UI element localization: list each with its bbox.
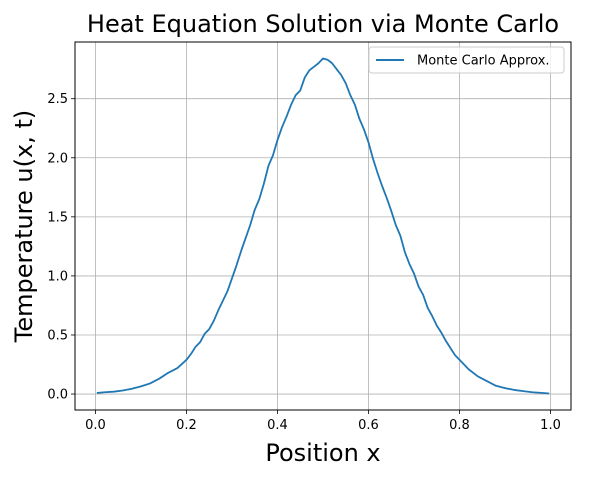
x-axis-label: Position x xyxy=(265,439,380,467)
y-axis-ticks: 0.0 0.5 1.0 1.5 2.0 2.5 xyxy=(47,92,75,403)
series-line xyxy=(96,57,550,395)
y-tick-label: 2.5 xyxy=(47,92,68,107)
plot-frame xyxy=(74,41,572,411)
x-axis-ticks: 0.0 0.2 0.4 0.6 0.8 1.0 xyxy=(85,410,561,433)
y-tick-label: 0.5 xyxy=(47,328,68,343)
y-axis-label: Temperature u(x, t) xyxy=(10,110,38,343)
chart-title: Heat Equation Solution via Monte Carlo xyxy=(87,10,559,38)
legend: Monte Carlo Approx. xyxy=(368,46,565,74)
x-tick-label: 0.0 xyxy=(85,418,106,433)
legend-label: Monte Carlo Approx. xyxy=(417,54,550,69)
x-tick-label: 1.0 xyxy=(540,418,561,433)
x-tick-label: 0.8 xyxy=(449,418,470,433)
x-tick-label: 0.2 xyxy=(176,418,197,433)
y-tick-label: 0.0 xyxy=(47,388,68,403)
y-tick-label: 2.0 xyxy=(47,151,68,166)
y-tick-label: 1.0 xyxy=(47,269,68,284)
y-tick-label: 1.5 xyxy=(47,210,68,225)
legend-box xyxy=(368,46,565,74)
data-series xyxy=(96,57,550,395)
x-tick-label: 0.4 xyxy=(267,418,288,433)
grid-lines xyxy=(75,42,571,410)
x-tick-label: 0.6 xyxy=(358,418,379,433)
